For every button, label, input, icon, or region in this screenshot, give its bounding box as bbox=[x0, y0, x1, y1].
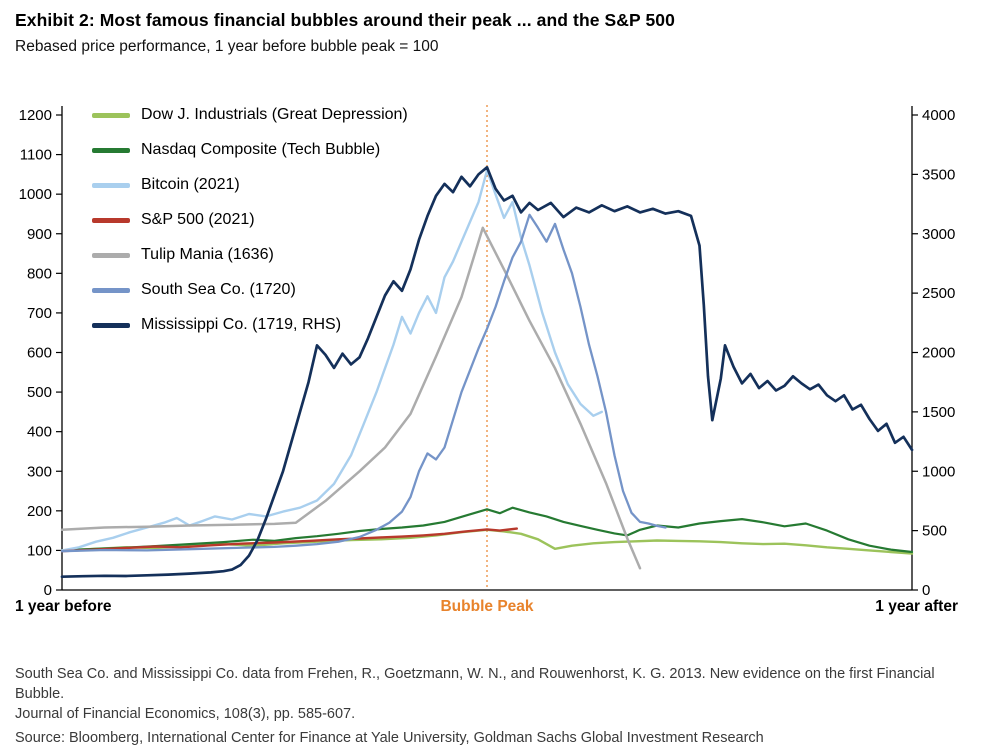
exhibit-subtitle: Rebased price performance, 1 year before… bbox=[15, 38, 439, 55]
series-line-mississippi bbox=[60, 165, 914, 579]
series-line-tulip bbox=[60, 226, 642, 570]
footnote-line2: Journal of Financial Economics, 108(3), … bbox=[15, 706, 356, 722]
y-left-tick-label: 1100 bbox=[20, 147, 52, 164]
legend-label: Bitcoin (2021) bbox=[141, 176, 240, 193]
y-left-tick-label: 800 bbox=[27, 265, 52, 282]
bubble-line-chart: 0 100 200 300 400 500 600 700 800 900 1000 1100 1200… bbox=[19, 105, 955, 599]
y-right-tick-label: 500 bbox=[922, 523, 947, 540]
x-axis-labels: 1 year before Bubble Peak 1 year after bbox=[0, 598, 1000, 620]
legend-label: Dow J. Industrials (Great Depression) bbox=[141, 106, 408, 123]
y-left-tick-label: 200 bbox=[27, 503, 52, 520]
y-right-tick-label: 4000 bbox=[922, 107, 955, 124]
footnote: South Sea Co. and Mississippi Co. data f… bbox=[15, 664, 980, 724]
y-left-tick-label: 600 bbox=[27, 345, 52, 362]
legend-swatch-tulip bbox=[92, 252, 130, 258]
y-left-tick-label: 400 bbox=[27, 424, 52, 441]
legend-item-mississippi: Mississippi Co. (1719, RHS) bbox=[92, 314, 408, 336]
series-line-nasdaq bbox=[60, 506, 914, 554]
legend-item-dow: Dow J. Industrials (Great Depression) bbox=[92, 104, 408, 126]
y-right-tick-label: 1000 bbox=[922, 463, 955, 480]
series-line-bitcoin bbox=[60, 169, 603, 552]
y-right-tick-label: 3500 bbox=[922, 166, 955, 183]
y-left-tick-label: 900 bbox=[27, 226, 52, 243]
legend-item-sp500: S&P 500 (2021) bbox=[92, 209, 408, 231]
chart-legend: Dow J. Industrials (Great Depression) Nas… bbox=[92, 104, 408, 336]
legend-label: South Sea Co. (1720) bbox=[141, 281, 296, 298]
y-right-tick-label: 2500 bbox=[922, 285, 955, 302]
x-label-year-after: 1 year after bbox=[875, 598, 958, 615]
y-left-tick-label: 700 bbox=[27, 305, 52, 322]
legend-item-southsea: South Sea Co. (1720) bbox=[92, 279, 408, 301]
footnote-line1: South Sea Co. and Mississippi Co. data f… bbox=[15, 666, 935, 702]
legend-swatch-bitcoin bbox=[92, 182, 130, 188]
legend-swatch-dow bbox=[92, 112, 130, 118]
series-line-sp500 bbox=[60, 527, 518, 553]
y-right-tick-label: 2000 bbox=[922, 345, 955, 362]
legend-swatch-mississippi bbox=[92, 322, 130, 328]
x-label-bubble-peak: Bubble Peak bbox=[440, 598, 534, 615]
x-label-year-before: 1 year before bbox=[15, 598, 112, 615]
y-right-tick-label: 1500 bbox=[922, 404, 955, 421]
legend-label: Mississippi Co. (1719, RHS) bbox=[141, 316, 342, 333]
legend-item-bitcoin: Bitcoin (2021) bbox=[92, 174, 408, 196]
exhibit-title: Exhibit 2: Most famous financial bubbles… bbox=[15, 10, 675, 30]
y-left-tick-label: 500 bbox=[27, 384, 52, 401]
legend-label: Tulip Mania (1636) bbox=[141, 246, 274, 263]
legend-swatch-southsea bbox=[92, 287, 130, 293]
legend-swatch-nasdaq bbox=[92, 147, 130, 153]
source-line: Source: Bloomberg, International Center … bbox=[15, 730, 764, 746]
legend-item-tulip: Tulip Mania (1636) bbox=[92, 244, 408, 266]
y-left-tick-label: 1200 bbox=[19, 107, 52, 124]
y-left-tick-label: 100 bbox=[27, 542, 52, 559]
y-right-tick-label: 0 bbox=[922, 582, 930, 599]
legend-label: S&P 500 (2021) bbox=[141, 211, 255, 228]
chart-header: Exhibit 2: Most famous financial bubbles… bbox=[15, 10, 985, 56]
series-line-southsea bbox=[60, 213, 667, 553]
y-left-tick-label: 300 bbox=[27, 463, 52, 480]
legend-item-nasdaq: Nasdaq Composite (Tech Bubble) bbox=[92, 139, 408, 161]
y-left-tick-label: 1000 bbox=[19, 186, 52, 203]
series-line-dow bbox=[60, 528, 914, 555]
legend-label: Nasdaq Composite (Tech Bubble) bbox=[141, 141, 381, 158]
chart-area: 0 100 200 300 400 500 600 700 800 900 1000 1100 1200… bbox=[0, 84, 1000, 620]
legend-swatch-sp500 bbox=[92, 217, 130, 223]
y-left-tick-label: 0 bbox=[44, 582, 52, 599]
y-right-tick-label: 3000 bbox=[922, 226, 955, 243]
